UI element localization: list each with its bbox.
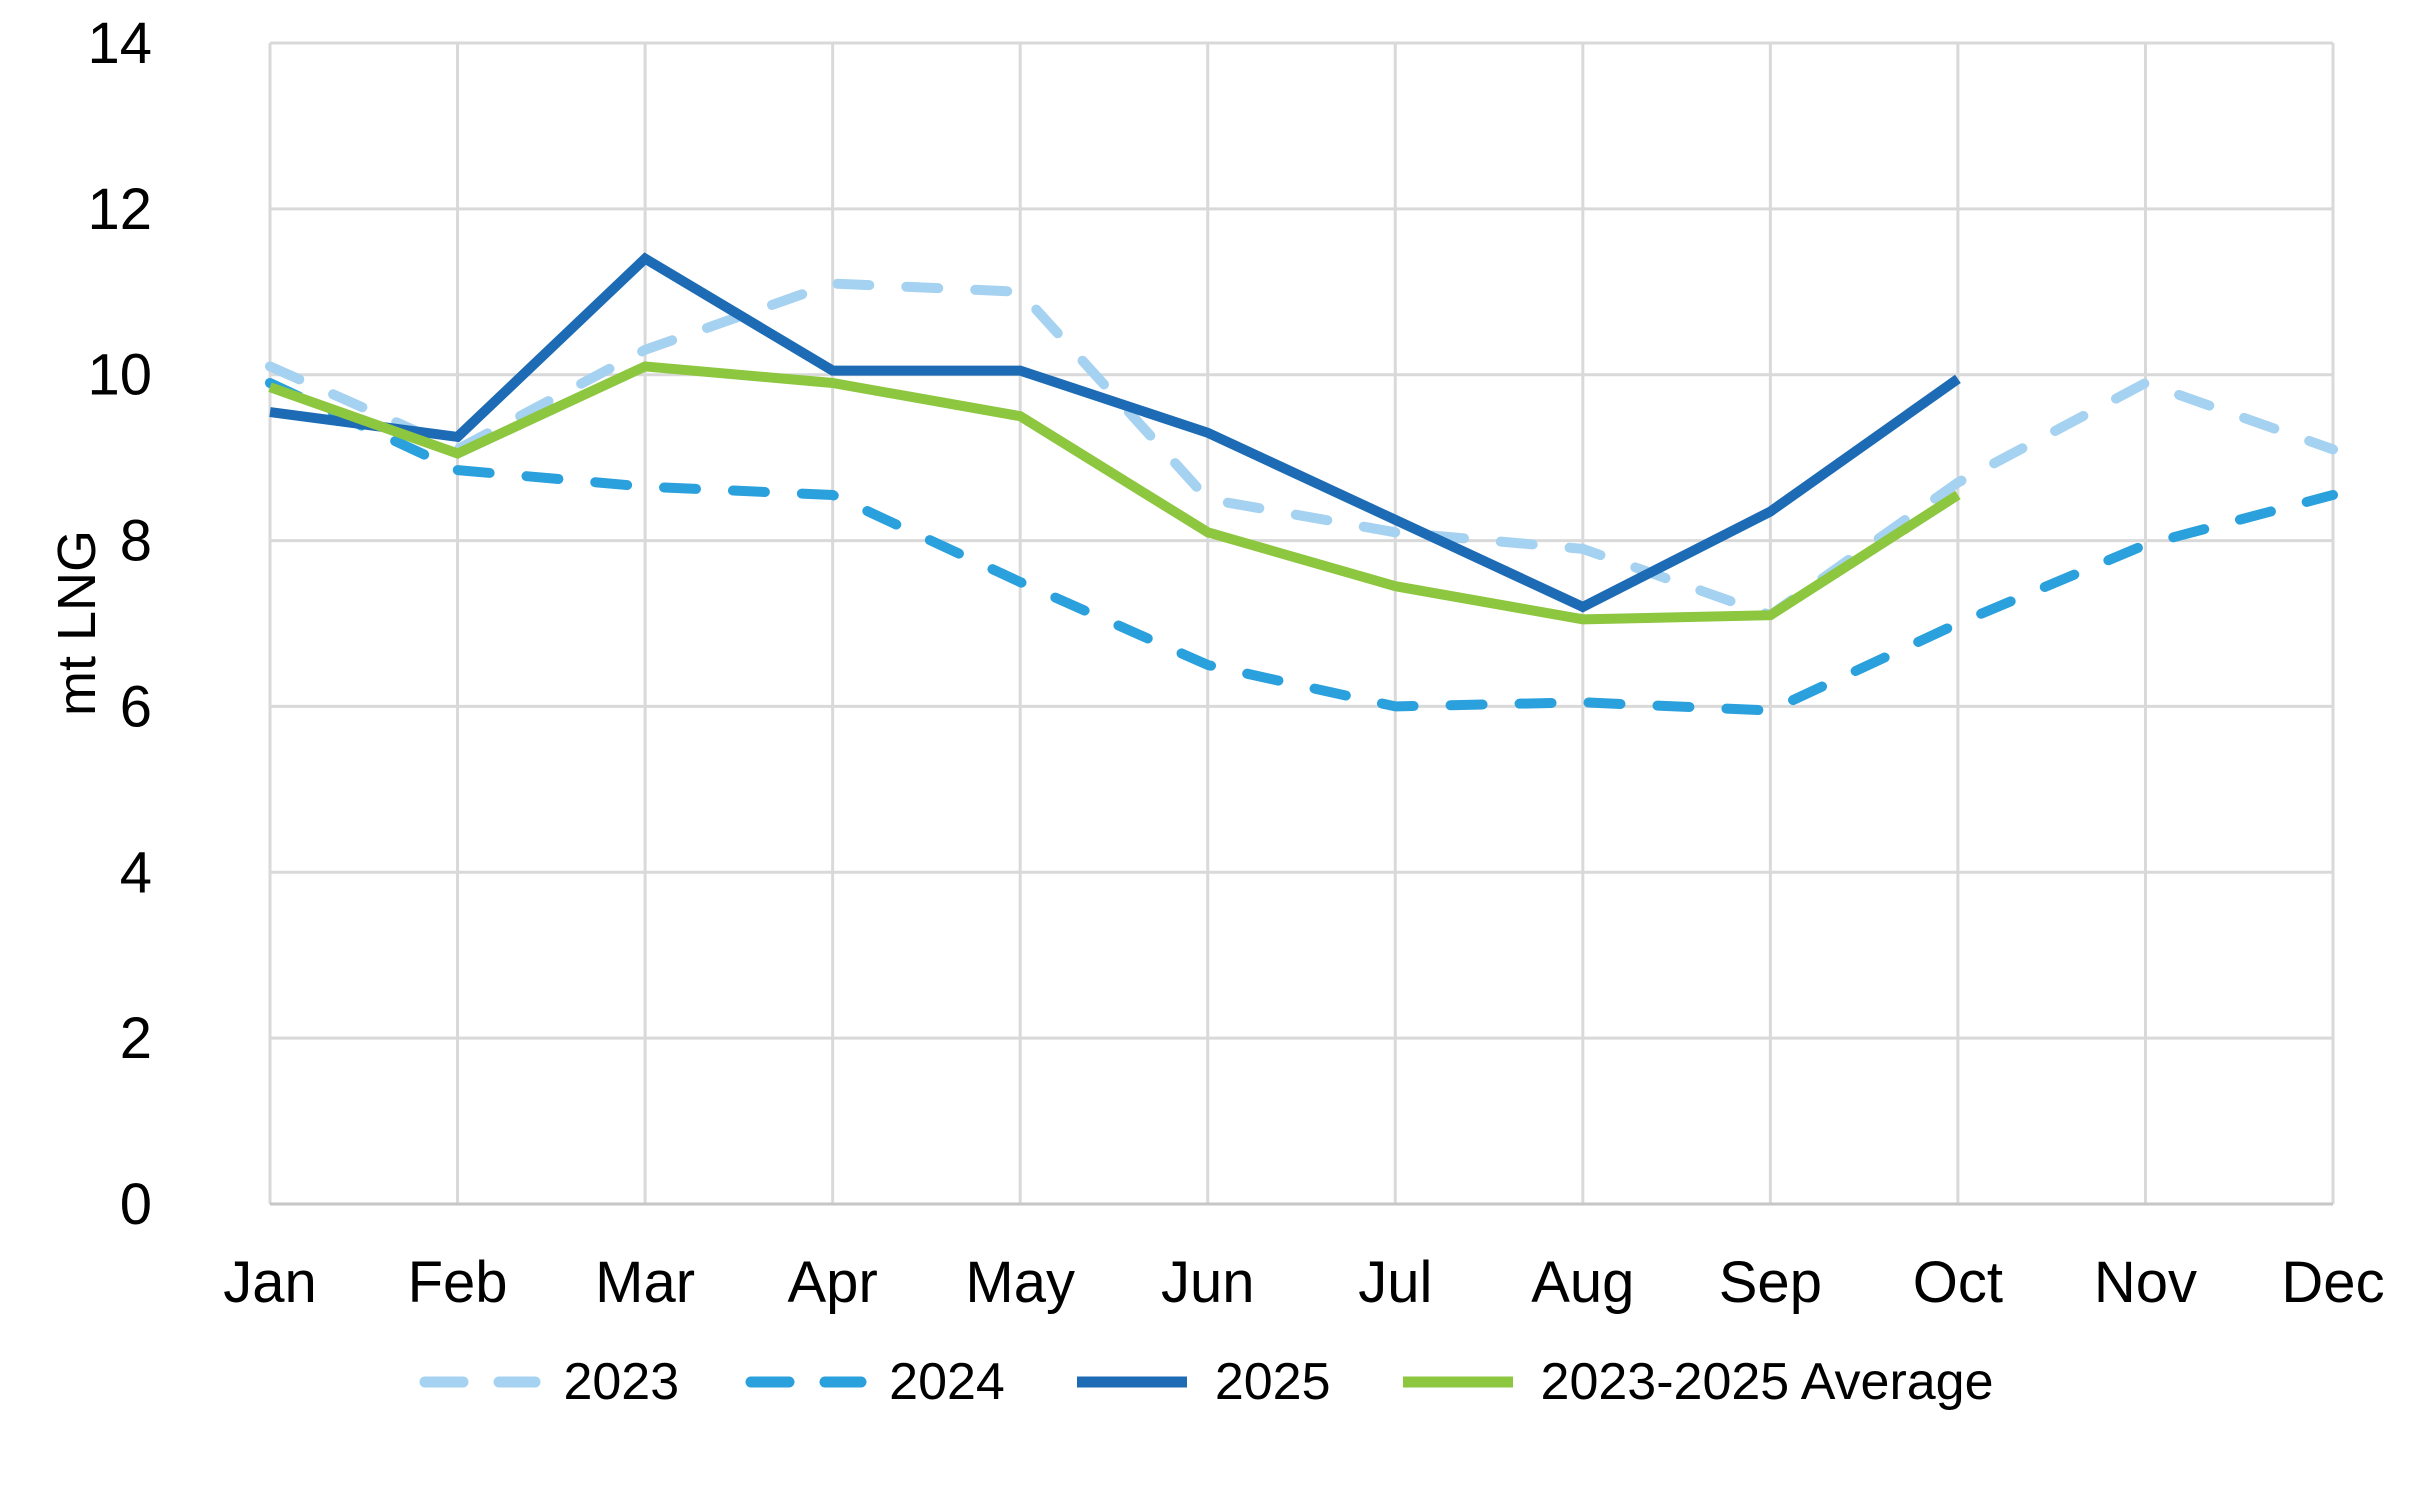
- y-tick-label-0: 0: [120, 1172, 152, 1237]
- legend-item-2023-2025-average: 2023-2025 Average: [1397, 1352, 1994, 1412]
- legend-item-2023: 2023: [419, 1352, 679, 1412]
- x-tick-label-jan: Jan: [223, 1250, 317, 1315]
- legend-swatch-2023: [419, 1376, 541, 1388]
- y-tick-label-8: 8: [120, 509, 152, 574]
- y-axis-title: mt LNG: [47, 530, 107, 716]
- y-tick-label-14: 14: [87, 11, 152, 76]
- y-tick-label-4: 4: [120, 840, 152, 905]
- legend-label: 2025: [1214, 1353, 1331, 1411]
- x-tick-label-sep: Sep: [1719, 1250, 1822, 1315]
- legend-swatch-2025: [1076, 1376, 1187, 1388]
- legend-swatch-2023-2025-average: [1402, 1376, 1513, 1388]
- y-tick-label-10: 10: [87, 343, 152, 408]
- legend-item-2025: 2025: [1071, 1352, 1331, 1412]
- y-tick-label-12: 12: [87, 177, 152, 242]
- series-line-2023-2025-average: [268, 361, 1961, 625]
- chart-legend: 2023 2024 2025 2023-2025 Average: [0, 1352, 2413, 1412]
- x-tick-label-aug: Aug: [1531, 1250, 1634, 1315]
- legend-label: 2024: [889, 1353, 1005, 1411]
- legend-swatch-2024: [745, 1376, 867, 1388]
- x-tick-label-nov: Nov: [2094, 1250, 2197, 1315]
- x-tick-label-apr: Apr: [788, 1250, 878, 1315]
- legend-label: 2023: [563, 1353, 680, 1411]
- series-line-2023: [265, 278, 2338, 621]
- x-tick-label-jul: Jul: [1358, 1250, 1432, 1315]
- x-tick-label-mar: Mar: [595, 1250, 695, 1315]
- x-tick-label-feb: Feb: [408, 1250, 508, 1315]
- x-tick-label-may: May: [965, 1250, 1075, 1315]
- x-tick-label-jun: Jun: [1161, 1250, 1255, 1315]
- y-tick-label-2: 2: [120, 1006, 152, 1071]
- x-tick-label-dec: Dec: [2281, 1250, 2384, 1315]
- series-line-2024: [265, 378, 2338, 716]
- legend-label: 2023-2025 Average: [1540, 1353, 1994, 1411]
- series-line-2025: [269, 252, 1961, 613]
- legend-item-2024: 2024: [745, 1352, 1005, 1412]
- x-tick-label-oct: Oct: [1913, 1250, 2003, 1315]
- y-tick-label-6: 6: [120, 674, 152, 739]
